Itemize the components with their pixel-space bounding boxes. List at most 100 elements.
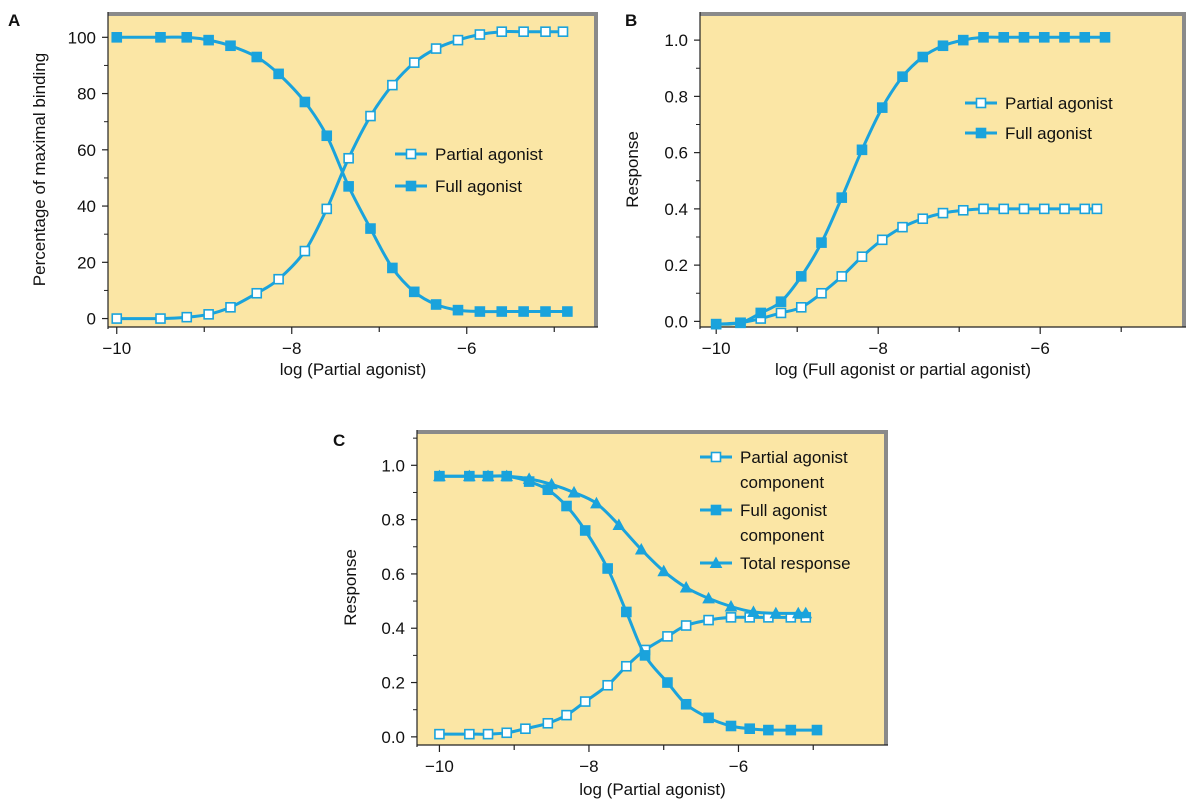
data-point — [769, 606, 783, 619]
data-point — [710, 318, 722, 330]
data-point — [181, 32, 193, 43]
data-point — [496, 306, 508, 317]
data-point — [155, 313, 166, 324]
data-point — [365, 223, 376, 234]
data-point — [937, 40, 949, 52]
data-point — [430, 43, 442, 54]
data-point — [639, 650, 651, 661]
y-axis-title: Response — [341, 549, 360, 626]
data-point — [1079, 32, 1091, 43]
data-point — [755, 307, 767, 319]
data-point — [452, 34, 464, 46]
y-tick-label: 20 — [77, 253, 96, 272]
data-point — [561, 709, 572, 721]
panel-letter: B — [625, 11, 637, 30]
data-point — [724, 599, 738, 612]
data-point — [621, 606, 632, 618]
data-point — [203, 309, 214, 320]
x-tick-label: −10 — [102, 339, 131, 358]
legend-item: Partial agonist — [395, 145, 543, 164]
legend-label: component — [740, 473, 824, 492]
y-tick-label: 0.2 — [664, 256, 688, 275]
y-tick-label: 0.0 — [664, 312, 688, 331]
data-point — [365, 110, 376, 122]
data-point — [1018, 32, 1030, 43]
data-point — [602, 563, 613, 574]
y-tick-label: 40 — [77, 197, 96, 216]
series-total-response — [433, 469, 813, 619]
data-point — [562, 306, 573, 317]
data-point — [1059, 32, 1070, 43]
data-point — [545, 477, 558, 490]
series-partial-agonist — [111, 26, 569, 324]
legend-item: Full agonist — [965, 124, 1092, 143]
data-point — [518, 306, 529, 317]
series-full-agonist — [111, 32, 573, 317]
x-tick-label: −8 — [282, 339, 301, 358]
data-point — [791, 606, 805, 619]
data-point — [897, 221, 908, 233]
legend-label: Full agonist — [740, 501, 827, 520]
data-point — [273, 273, 284, 285]
legend: Partial agonist Full agonist — [395, 145, 543, 196]
y-tick-label: 0 — [87, 310, 96, 329]
legend-swatch-marker — [975, 127, 987, 139]
data-point — [735, 317, 746, 329]
legend-swatch-marker — [710, 451, 722, 463]
data-point — [1018, 203, 1030, 215]
x-tick-label: −6 — [729, 757, 748, 776]
y-tick-label: 1.0 — [381, 456, 405, 475]
data-point — [321, 203, 333, 215]
data-point — [836, 192, 848, 203]
data-point — [702, 591, 715, 604]
y-tick-label: 0.8 — [381, 511, 405, 530]
data-point — [452, 304, 464, 316]
data-point — [155, 32, 166, 43]
data-point — [856, 144, 868, 156]
x-axis-title: log (Partial agonist) — [579, 780, 725, 799]
y-tick-label: 0.2 — [381, 674, 405, 693]
data-point — [251, 51, 263, 63]
x-tick-label: −10 — [425, 757, 454, 776]
y-tick-label: 0.6 — [381, 565, 405, 584]
data-point — [1038, 203, 1050, 215]
data-point — [299, 245, 311, 257]
data-point — [225, 302, 236, 313]
data-point — [747, 605, 760, 617]
data-point — [482, 728, 494, 740]
data-point — [795, 271, 807, 282]
legend-label: Full agonist — [1005, 124, 1092, 143]
data-point — [500, 469, 514, 482]
legend: Partial agonist component Full agonist comp… — [700, 448, 851, 573]
y-axis-title: Response — [623, 131, 642, 208]
plot-frame — [417, 430, 888, 745]
data-point — [567, 485, 581, 498]
data-point — [474, 306, 486, 317]
data-point — [579, 696, 591, 707]
data-point — [518, 26, 529, 37]
y-tick-label: 80 — [77, 85, 96, 104]
data-point — [703, 712, 714, 724]
data-point — [917, 51, 929, 63]
y-tick-label: 0.8 — [664, 87, 688, 106]
data-point — [387, 262, 398, 274]
data-point — [978, 203, 989, 215]
y-tick-label: 0.4 — [664, 200, 688, 219]
data-point — [725, 720, 737, 732]
data-point — [785, 724, 797, 736]
legend-swatch-marker — [710, 504, 722, 516]
data-point — [522, 472, 536, 484]
data-point — [876, 102, 888, 113]
y-tick-label: 0.0 — [381, 728, 405, 747]
data-point — [520, 723, 531, 735]
data-point — [703, 614, 714, 626]
legend-swatch-marker — [405, 180, 417, 192]
data-point — [662, 677, 673, 688]
legend-swatch-marker — [405, 148, 417, 160]
y-tick-label: 60 — [77, 141, 96, 160]
legend-swatch-marker — [975, 97, 987, 109]
data-point — [775, 307, 787, 319]
data-point — [680, 698, 692, 710]
